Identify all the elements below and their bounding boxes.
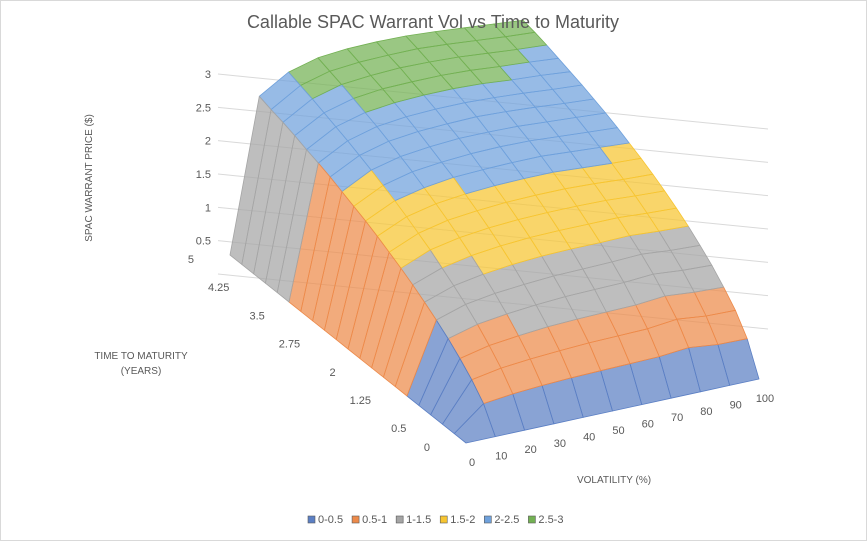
z-tick-label: 3 bbox=[205, 69, 211, 81]
z-tick-label: 1.5 bbox=[196, 169, 211, 181]
legend-label: 2.5-3 bbox=[538, 514, 563, 526]
x-tick-label: 30 bbox=[554, 438, 566, 450]
z-tick-label: 1 bbox=[205, 202, 211, 214]
legend: 0-0.5 0.5-1 1-1.5 1.5-2 2-2.5 2.5-3 bbox=[307, 514, 563, 526]
legend-label: 0.5-1 bbox=[362, 514, 387, 526]
x-tick-label: 90 bbox=[730, 399, 742, 411]
legend-swatch bbox=[439, 515, 448, 524]
surface-cell bbox=[229, 95, 272, 265]
legend-swatch bbox=[528, 515, 536, 524]
x-tick-label: 40 bbox=[583, 431, 595, 443]
x-tick-label: 70 bbox=[671, 412, 683, 424]
legend-label: 2-2.5 bbox=[494, 514, 519, 526]
y-tick-label: 2 bbox=[329, 367, 335, 379]
z-tick-label: 2.5 bbox=[196, 102, 211, 114]
y-tick-label: 0.5 bbox=[391, 423, 406, 435]
x-tick-label: 80 bbox=[700, 406, 712, 418]
z-tick-label: 0.5 bbox=[196, 236, 211, 248]
legend-label: 0-0.5 bbox=[318, 514, 343, 526]
x-tick-label: 10 bbox=[495, 451, 507, 463]
y-tick-label: 5 bbox=[188, 254, 194, 266]
y-tick-label: 2.75 bbox=[279, 339, 300, 351]
x-tick-label: 60 bbox=[642, 419, 654, 431]
y-tick-label: 0 bbox=[424, 442, 430, 454]
legend-label: 1-1.5 bbox=[406, 514, 431, 526]
x-tick-label: 50 bbox=[612, 425, 624, 437]
y-axis-title-line-1: TIME TO MATURITY bbox=[94, 351, 188, 362]
surface-plot bbox=[229, 19, 760, 444]
z-tick-label: 2 bbox=[205, 136, 211, 148]
y-tick-label: 3.5 bbox=[250, 310, 265, 322]
legend-swatch bbox=[307, 515, 316, 524]
y-axis-title-line-2: (YEARS) bbox=[121, 366, 162, 377]
tick-labels: 0.511.522.5300.51.2522.753.54.2550102030… bbox=[188, 69, 774, 469]
y-tick-label: 1.25 bbox=[350, 395, 371, 407]
x-axis-title: VOLATILITY (%) bbox=[577, 475, 651, 486]
legend-swatch bbox=[484, 515, 492, 524]
legend-swatch bbox=[351, 515, 360, 524]
x-tick-label: 0 bbox=[469, 457, 475, 469]
x-tick-label: 20 bbox=[524, 444, 536, 456]
y-tick-label: 4.25 bbox=[208, 282, 229, 294]
z-axis-title: SPAC WARRANT PRICE ($) bbox=[84, 114, 95, 242]
chart-title: Callable SPAC Warrant Vol vs Time to Mat… bbox=[247, 12, 619, 32]
legend-label: 1.5-2 bbox=[450, 514, 475, 526]
x-tick-label: 100 bbox=[756, 393, 774, 405]
legend-swatch bbox=[395, 515, 404, 524]
